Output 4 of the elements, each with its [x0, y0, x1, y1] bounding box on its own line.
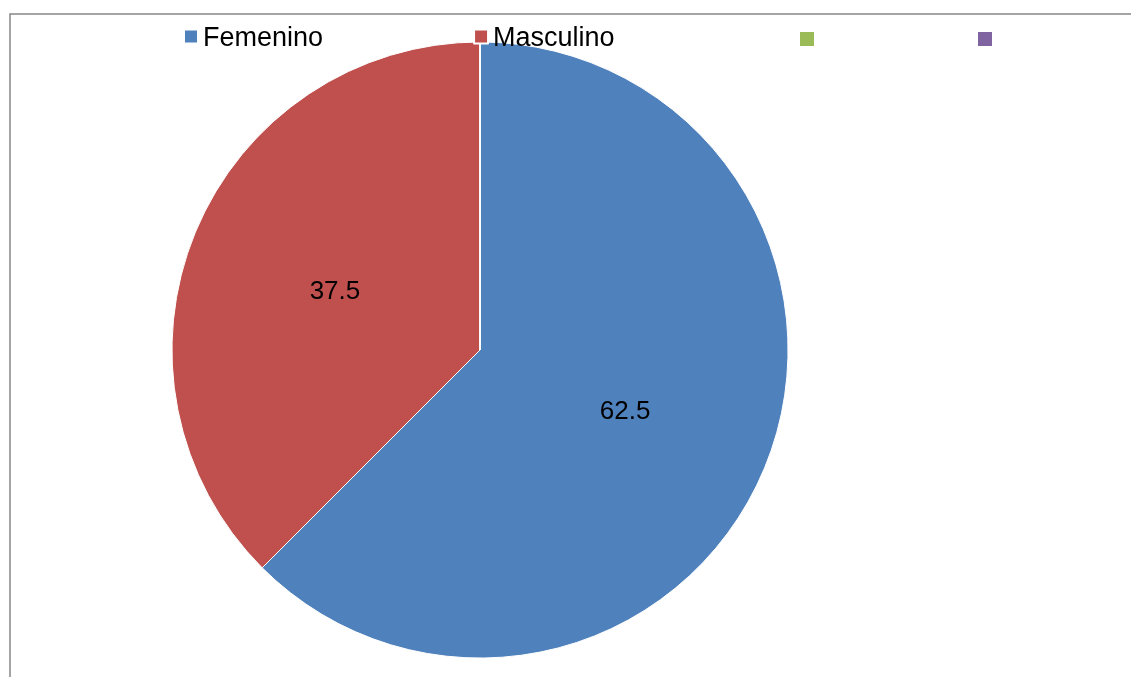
data-label: 37.5: [309, 274, 361, 305]
data-label: 62.5: [599, 395, 651, 426]
legend-label: Femenino: [203, 21, 324, 52]
legend-label: Masculino: [493, 21, 615, 52]
